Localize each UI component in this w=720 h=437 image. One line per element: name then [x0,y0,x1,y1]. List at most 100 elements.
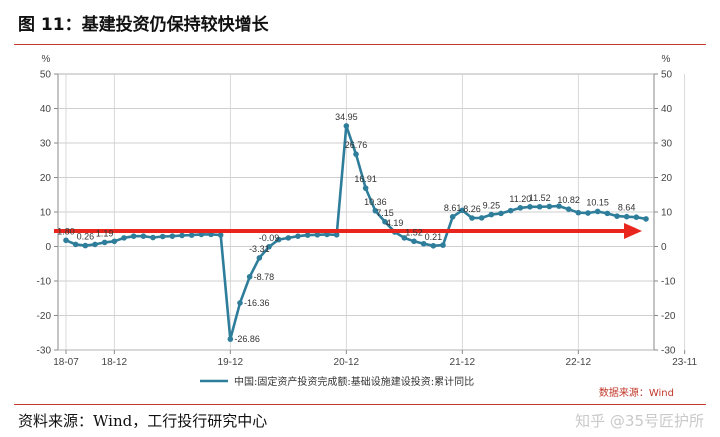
data-label: 9.25 [483,201,501,211]
data-point [459,207,466,214]
y-tick-label-right: 30 [661,139,673,150]
data-label: 1.19 [96,228,114,238]
data-point [140,233,147,239]
data-label: 0.26 [77,232,95,242]
y-tick-label-right: -10 [661,277,676,288]
data-point [372,207,379,214]
chart-source-note: 数据来源：Wind [599,386,674,399]
y-tick-label-right: 10 [661,208,673,219]
data-label: 16.91 [354,174,377,184]
data-label: 8.26 [463,204,481,214]
y-unit-left: % [42,54,51,65]
data-point [362,185,369,191]
data-point [469,215,475,221]
data-label: 11.52 [529,193,551,203]
x-tick-label: 20-12 [334,357,360,368]
data-point [217,232,224,238]
data-label: -26.86 [234,334,260,344]
data-point [478,215,485,221]
data-point [92,241,98,248]
data-point [188,232,195,238]
data-point [63,237,69,244]
data-label: 26.76 [345,140,368,150]
data-point [304,232,311,238]
y-tick-label-left: 30 [40,139,52,150]
y-tick-label-left: -20 [37,311,52,322]
data-point [179,232,185,239]
data-point [633,214,640,220]
x-tick-label: 18-07 [53,357,79,368]
data-point [198,231,205,238]
y-tick-label-right: 50 [661,70,673,81]
data-label: 10.36 [364,197,387,207]
data-point [411,238,417,245]
data-point [275,236,282,243]
y-tick-label-left: 10 [40,208,52,219]
data-point [536,203,543,210]
y-tick-label-right: 0 [661,242,667,253]
data-point [604,210,611,217]
data-point [401,235,408,241]
x-tick-label: 22-12 [566,357,592,368]
data-point [333,231,340,238]
data-point [643,216,649,222]
legend-label: 中国:固定资产投资完成额:基础设施建设投资:累计同比 [234,375,474,388]
data-point [159,233,166,240]
data-point [82,242,89,249]
x-tick-label: 18-12 [102,357,128,368]
data-label: 0.21 [425,232,443,242]
data-point [614,213,620,219]
y-tick-label-left: 40 [40,104,52,115]
data-point [169,233,176,239]
data-label: 8.61 [444,203,462,213]
data-point [150,234,156,241]
data-point [353,151,359,157]
data-point [72,241,79,248]
red-arrow-head [624,222,642,239]
data-point [449,213,456,220]
data-label: 7.15 [376,208,394,218]
data-point [517,205,524,211]
data-point [575,209,582,216]
data-point [507,207,514,214]
y-tick-label-left: 20 [40,173,52,184]
y-tick-label-left: 50 [40,70,52,81]
x-tick-label: 19-12 [218,357,244,368]
data-label: 8.64 [618,203,636,213]
data-point [488,211,495,218]
watermark-text: 知乎 @35号匠护所 [575,412,704,430]
data-point [420,240,427,247]
data-point [382,219,388,225]
y-tick-label-right: 40 [661,104,673,115]
data-point [430,242,437,249]
x-tick-label: 21-12 [450,357,476,368]
y-tick-label-right: -20 [661,311,676,322]
y-tick-label-right: -30 [661,346,676,357]
data-point [237,300,243,306]
data-point [285,235,292,241]
data-point [314,231,321,238]
data-label: -8.78 [254,272,275,282]
data-point [101,239,108,246]
data-point [623,213,630,220]
data-point [556,203,562,209]
figure-title: 图 11：基建投资仍保持较快增长 [18,15,269,35]
data-point [121,235,127,241]
source-note: 资料来源：Wind，工行投行研究中心 [18,412,268,430]
data-point [546,203,553,210]
data-label: 34.95 [335,112,358,122]
title-divider [14,44,706,45]
data-point [130,233,137,239]
data-point [324,231,330,238]
data-point [585,210,591,216]
data-label: 10.15 [586,197,609,207]
data-point [498,210,504,217]
y-tick-label-left: -30 [37,346,52,357]
data-point [295,233,301,239]
source-divider [14,404,706,405]
x-tick-label: 23-11 [672,357,697,368]
data-label: 1.52 [405,227,423,237]
y-tick-label-left: -10 [37,277,52,288]
data-point [266,244,272,250]
data-point [594,208,601,215]
